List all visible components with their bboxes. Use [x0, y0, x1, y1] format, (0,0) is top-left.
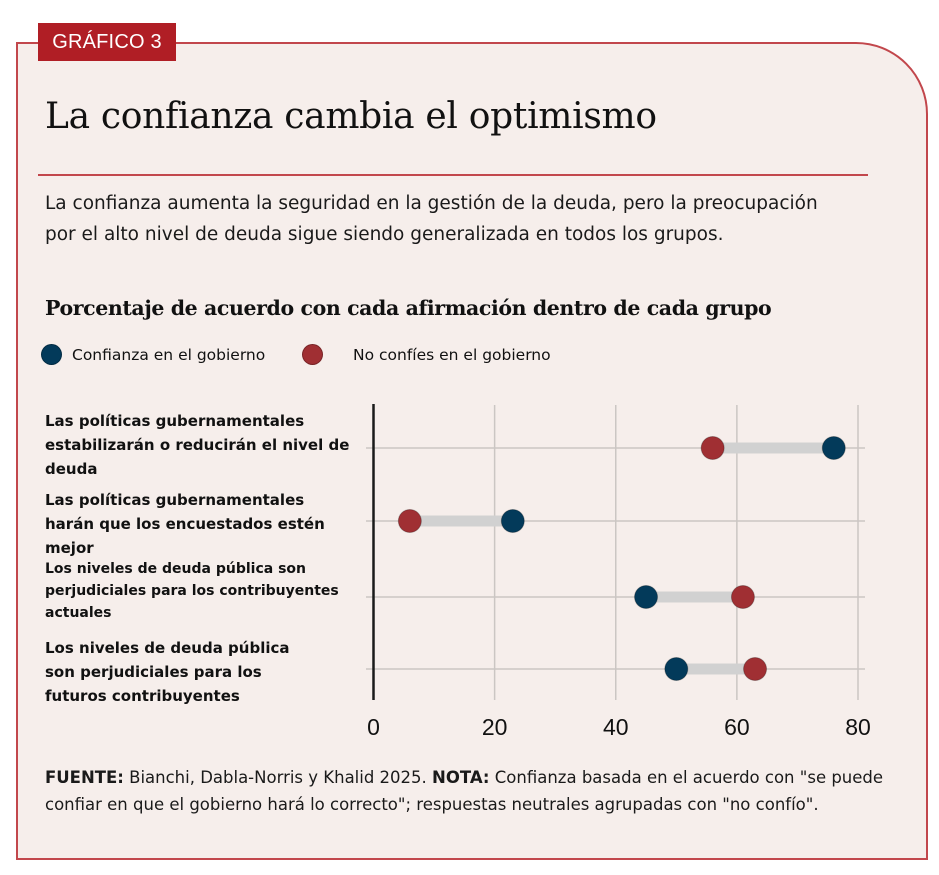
x-tick-label-20: 20	[482, 714, 508, 740]
title-divider	[38, 174, 868, 176]
data-points	[397, 436, 846, 681]
row-label-2: Las políticas gubernamentales harán que …	[45, 491, 325, 557]
legend-label-no-trust: No confíes en el gobierno	[353, 345, 551, 364]
dot-no-trust-row-1	[700, 436, 725, 460]
page-title: La confianza cambia el optimismo	[45, 96, 657, 137]
row-label-1: Las políticas gubernamentales estabiliza…	[45, 412, 350, 478]
row-label-3: Los niveles de deuda pública son perjudi…	[45, 561, 339, 621]
dot-no-trust-row-4	[743, 657, 768, 681]
dot-trust-row-1	[821, 436, 846, 460]
dot-no-trust-row-3	[730, 585, 755, 609]
connectors	[409, 442, 834, 675]
legend-item-no-trust: No confíes en el gobierno	[302, 344, 551, 365]
note-text: Confianza basada en el acuerdo con "se p…	[45, 768, 884, 814]
axis: 0 20 40 60 80	[367, 404, 871, 740]
row-label-4: Los niveles de deuda pública son perjudi…	[45, 639, 290, 705]
grid	[366, 405, 865, 700]
source-text: Bianchi, Dabla-Norris y Khalid 2025.	[123, 768, 433, 787]
dot-trust-row-2	[500, 509, 525, 533]
legend-marker-no-trust	[302, 344, 323, 365]
legend-item-trust: Confianza en el gobierno	[41, 344, 265, 365]
footnote: FUENTE: Bianchi, Dabla-Norris y Khalid 2…	[45, 764, 905, 818]
source-label: FUENTE:	[45, 768, 124, 787]
x-tick-label-60: 60	[724, 714, 750, 740]
legend-marker-trust	[41, 344, 62, 365]
legend-label-trust: Confianza en el gobierno	[72, 345, 266, 364]
subtitle: La confianza aumenta la seguridad en la …	[45, 193, 818, 245]
dot-no-trust-row-2	[397, 509, 422, 533]
x-tick-label-40: 40	[603, 714, 629, 740]
figure-badge: GRÁFICO 3	[38, 23, 176, 61]
chart-title: Porcentaje de acuerdo con cada afirmació…	[45, 296, 772, 320]
note-label: NOTA:	[432, 768, 490, 787]
dot-trust-row-4	[664, 657, 689, 681]
dot-trust-row-3	[634, 585, 659, 609]
x-tick-label-80: 80	[845, 714, 871, 740]
x-tick-label-0: 0	[367, 714, 380, 740]
